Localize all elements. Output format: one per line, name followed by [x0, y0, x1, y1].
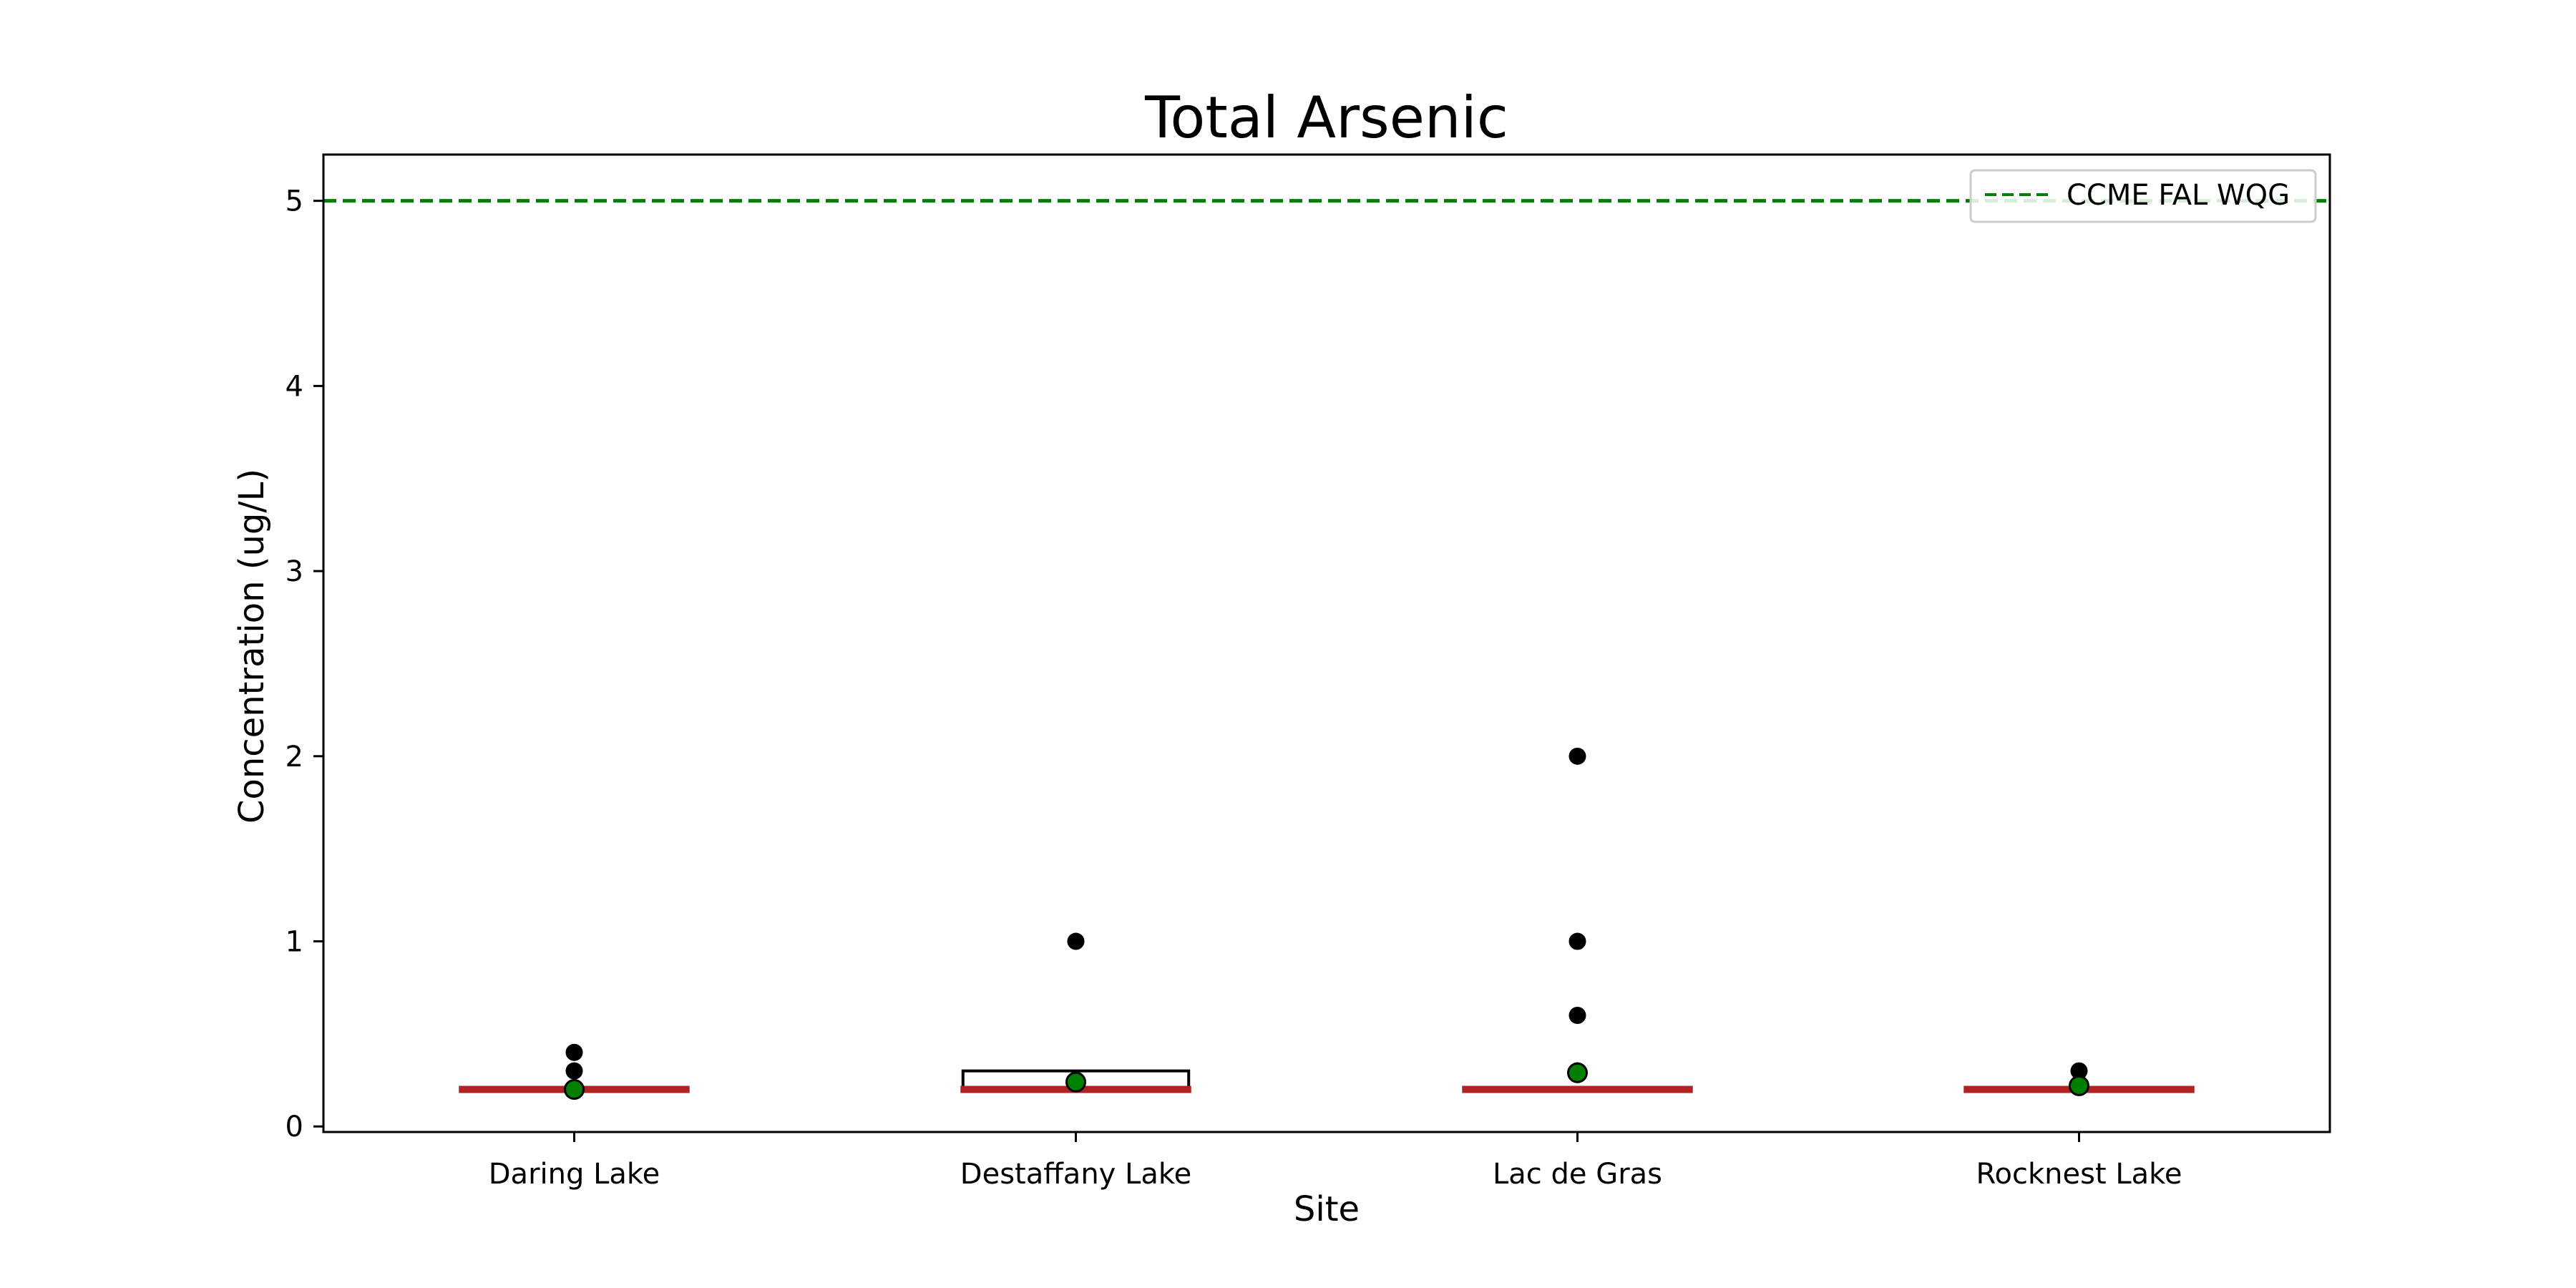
outlier-point	[1568, 747, 1586, 765]
y-tick-label: 1	[286, 926, 303, 959]
legend-frame	[1969, 169, 2317, 223]
y-axis-label: Concentration (ug/L)	[232, 469, 272, 824]
x-tick-label: Destaffany Lake	[960, 1158, 1191, 1191]
x-tick-label: Lac de Gras	[1493, 1158, 1662, 1191]
x-tick-label: Daring Lake	[489, 1158, 660, 1191]
mean-point	[564, 1078, 585, 1100]
legend-label: CCME FAL WQG	[2067, 179, 2290, 212]
outlier-point	[565, 1062, 583, 1080]
plot-area: 0 1 2 3 4 5 Daring Lake Destaffany Lake Lac de G…	[286, 153, 2331, 1191]
mean-point	[2069, 1075, 2089, 1096]
y-tick-label: 0	[286, 1111, 303, 1143]
outlier-point	[2070, 1062, 2088, 1080]
mean-point	[1567, 1062, 1588, 1083]
outlier-point	[565, 1043, 583, 1061]
x-tick-label: Rocknest Lake	[1976, 1158, 2182, 1191]
y-tick-label: 2	[286, 741, 303, 774]
axes-frame	[322, 153, 2331, 1133]
outlier-point	[1568, 932, 1586, 950]
outlier-point	[1067, 932, 1085, 950]
legend: CCME FAL WQG	[1969, 169, 2317, 223]
chart-title: Total Arsenic	[1144, 84, 1508, 151]
y-tick-label: 4	[286, 370, 303, 403]
y-tick-label: 3	[286, 555, 303, 588]
y-tick-label: 5	[286, 185, 303, 218]
x-axis-label: Site	[1294, 1189, 1360, 1229]
outlier-point	[1568, 1007, 1586, 1025]
mean-point	[1065, 1071, 1086, 1093]
